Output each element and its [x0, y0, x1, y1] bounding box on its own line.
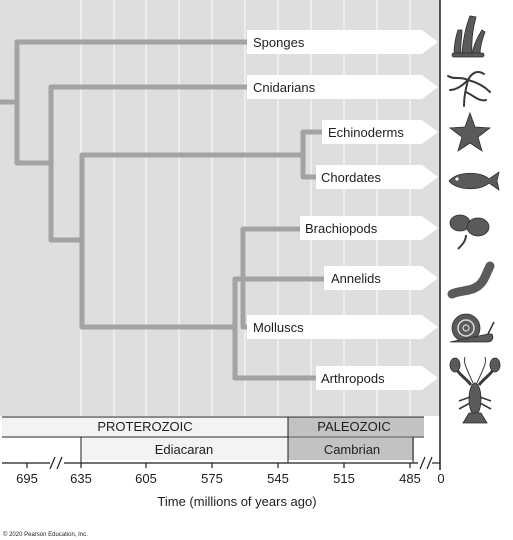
paleozoic-bar: [288, 417, 424, 436]
taxon-label-annelids: Annelids: [331, 271, 381, 286]
taxon-label-chordates: Chordates: [321, 170, 381, 185]
tree-background: [0, 0, 440, 416]
arrow-sponges: [247, 30, 438, 54]
period-label-ediacaran: Ediacaran: [155, 442, 214, 457]
copyright-credit: © 2020 Pearson Education, Inc.: [3, 531, 88, 538]
time-gridlines: [80, 0, 411, 416]
tick-label-485: 485: [399, 471, 421, 486]
tick-label-635: 635: [70, 471, 92, 486]
taxon-label-cnidarians: Cnidarians: [253, 80, 316, 95]
axis-title: Time (millions of years ago): [157, 494, 316, 509]
arrow-echinoderms: [322, 120, 438, 144]
taxon-label-echinoderms: Echinoderms: [328, 125, 404, 140]
tick-label-0: 0: [437, 471, 444, 486]
arrow-brachiopods: [300, 216, 438, 240]
arrow-arthropods: [316, 366, 438, 390]
axis-break-marks: [49, 456, 433, 470]
tick-label-515: 515: [333, 471, 355, 486]
lobster-icon: [449, 356, 501, 424]
tick-label-695: 695: [16, 471, 38, 486]
era-label-proterozoic: PROTEROZOIC: [97, 419, 192, 434]
geologic-era-band: PROTEROZOIC PALEOZOIC: [2, 417, 424, 436]
cnidarian-icon: [447, 71, 491, 107]
ediacaran-bar: [81, 438, 288, 460]
axis-ticks: [26, 463, 411, 468]
tick-label-605: 605: [135, 471, 157, 486]
worm-icon: [447, 261, 495, 299]
starfish-icon: [448, 111, 492, 152]
tick-label-575: 575: [201, 471, 223, 486]
brachiopod-icon: [449, 214, 490, 250]
arrow-cnidarians: [247, 75, 438, 99]
era-label-paleozoic: PALEOZOIC: [317, 419, 390, 434]
sponge-icon: [451, 15, 486, 58]
time-axis: 695 635 605 575 545 515 485 0 Time (mill…: [2, 456, 445, 509]
arrow-annelids: [324, 266, 438, 290]
taxon-arrows: [247, 30, 438, 390]
taxon-label-brachiopods: Brachiopods: [305, 221, 378, 236]
taxon-label-sponges: Sponges: [253, 35, 305, 50]
snail-icon: [449, 313, 495, 343]
fish-icon: [448, 171, 500, 191]
cambrian-bar: [288, 438, 414, 460]
taxon-label-arthropods: Arthropods: [321, 371, 385, 386]
geologic-period-band: Ediacaran Cambrian: [81, 438, 414, 460]
taxon-labels: Sponges Cnidarians Echinoderms Chordates…: [253, 35, 404, 386]
band-outlines: [2, 416, 424, 463]
proterozoic-bar: [2, 417, 288, 436]
arrow-molluscs: [247, 315, 438, 339]
taxon-label-molluscs: Molluscs: [253, 320, 304, 335]
period-label-cambrian: Cambrian: [324, 442, 380, 457]
arrow-chordates: [316, 165, 438, 189]
tick-label-545: 545: [267, 471, 289, 486]
tree-branches: [0, 39, 327, 381]
